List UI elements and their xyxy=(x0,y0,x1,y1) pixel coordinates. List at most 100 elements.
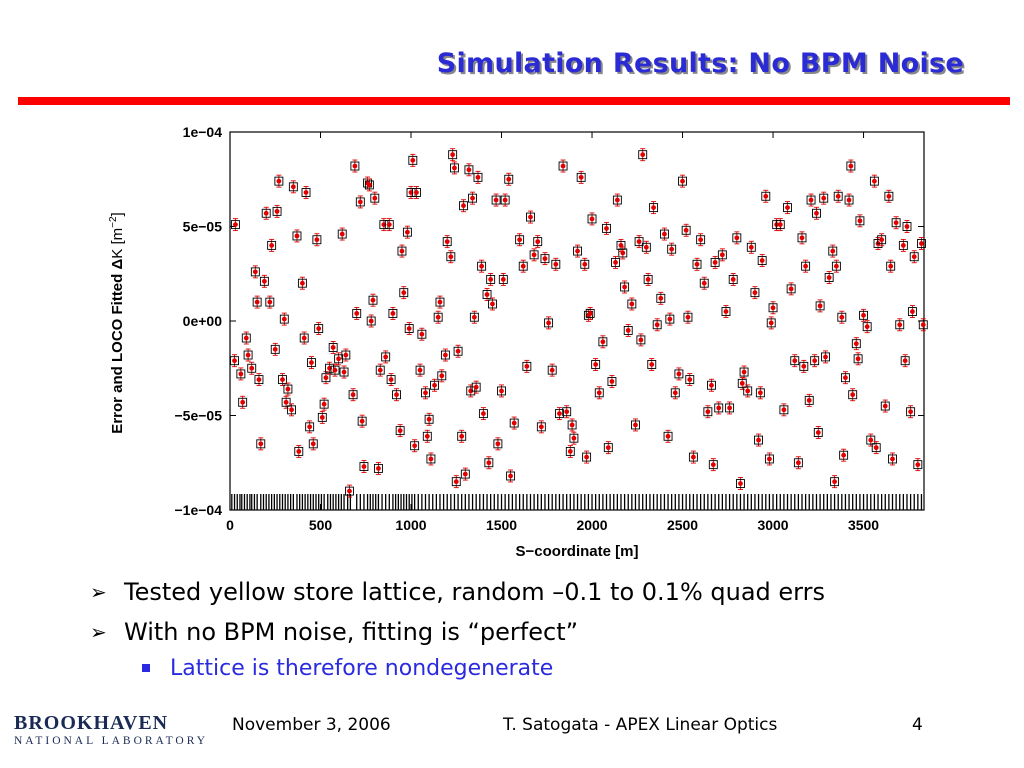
data-point xyxy=(305,420,315,434)
point-box xyxy=(812,208,821,218)
data-point xyxy=(717,248,727,262)
y-tick-label: 1e−04 xyxy=(183,124,223,140)
data-point xyxy=(616,238,626,252)
data-point xyxy=(603,441,613,455)
point-marker xyxy=(350,392,356,398)
x-tick-label: 2500 xyxy=(667,517,698,533)
data-point xyxy=(793,456,803,470)
point-box xyxy=(397,246,407,256)
point-box xyxy=(350,161,360,171)
point-box xyxy=(482,290,492,299)
point-marker xyxy=(453,479,459,485)
point-marker xyxy=(368,318,374,324)
data-point xyxy=(746,240,756,254)
point-marker xyxy=(307,424,313,430)
data-point xyxy=(821,350,830,364)
point-box xyxy=(804,395,814,405)
point-box xyxy=(299,333,309,343)
point-box xyxy=(565,446,575,456)
point-box xyxy=(536,422,546,432)
point-box xyxy=(884,191,894,201)
data-point xyxy=(424,412,434,426)
point-marker xyxy=(738,481,743,486)
point-box xyxy=(567,420,577,430)
point-marker xyxy=(470,195,475,201)
data-point xyxy=(314,322,324,336)
data-point xyxy=(750,286,760,300)
data-point xyxy=(482,288,492,301)
point-box xyxy=(880,401,890,411)
point-box xyxy=(739,367,749,377)
data-point xyxy=(652,318,662,332)
data-point xyxy=(468,191,478,205)
point-marker xyxy=(879,237,885,243)
point-marker xyxy=(383,354,389,360)
y-axis-label-exponent: −2 xyxy=(108,216,119,228)
point-marker xyxy=(727,405,732,411)
point-marker xyxy=(245,352,251,358)
point-marker xyxy=(256,377,262,382)
point-marker xyxy=(290,184,296,190)
point-marker xyxy=(557,411,562,417)
point-marker xyxy=(249,365,255,371)
point-marker xyxy=(815,430,821,435)
point-box xyxy=(898,240,908,250)
data-point xyxy=(238,395,248,409)
point-box xyxy=(504,174,514,184)
point-box xyxy=(638,150,648,160)
data-point xyxy=(766,316,776,330)
point-marker xyxy=(788,286,794,292)
point-box xyxy=(681,225,691,235)
data-point xyxy=(866,433,876,447)
point-box xyxy=(685,375,695,385)
data-point xyxy=(375,363,385,377)
data-point xyxy=(451,475,461,489)
point-marker xyxy=(535,239,541,245)
data-point xyxy=(392,388,401,402)
point-box xyxy=(707,380,716,390)
y-tick-label: 0e+00 xyxy=(183,313,223,329)
point-box xyxy=(364,180,374,190)
data-point xyxy=(504,172,514,186)
point-marker xyxy=(685,314,691,320)
data-point xyxy=(500,193,510,207)
point-box xyxy=(308,439,318,449)
point-marker xyxy=(855,356,861,362)
data-point xyxy=(708,458,718,472)
point-box xyxy=(775,220,785,230)
point-box xyxy=(230,356,239,366)
data-point xyxy=(728,272,738,286)
point-marker xyxy=(517,237,523,243)
point-box xyxy=(895,320,905,330)
point-marker xyxy=(343,352,349,358)
point-marker xyxy=(768,320,774,326)
point-marker xyxy=(613,260,618,265)
data-point xyxy=(620,280,630,294)
data-point xyxy=(442,235,452,249)
point-marker xyxy=(756,437,761,443)
point-marker xyxy=(777,222,783,228)
point-marker xyxy=(799,235,805,241)
point-box xyxy=(486,274,496,284)
y-axis-label-text: Error and LOCO Fitted xyxy=(109,270,126,434)
point-marker xyxy=(444,239,450,245)
point-box xyxy=(230,220,240,230)
point-box xyxy=(909,252,919,262)
point-box xyxy=(440,350,450,360)
sub-bullet-text: Lattice is therefore nondegenerate xyxy=(170,655,554,681)
title-divider xyxy=(18,97,1010,105)
point-marker xyxy=(806,397,812,403)
point-marker xyxy=(233,222,238,228)
data-point xyxy=(522,359,532,373)
data-point xyxy=(243,348,253,362)
point-box xyxy=(663,431,673,441)
point-marker xyxy=(808,197,814,203)
point-marker xyxy=(466,167,472,173)
point-box xyxy=(612,195,622,205)
data-point xyxy=(404,322,414,336)
point-marker xyxy=(629,301,635,307)
point-box xyxy=(301,188,311,197)
data-point xyxy=(721,305,731,319)
point-box xyxy=(506,471,516,481)
point-box xyxy=(717,250,727,260)
